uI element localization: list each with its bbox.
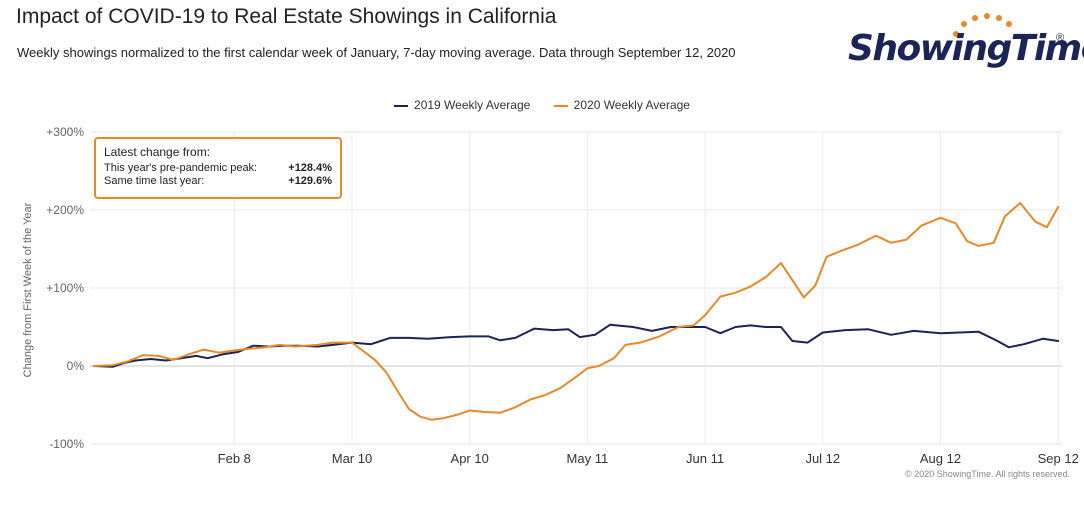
y-tick-label: +100% bbox=[46, 281, 84, 295]
legend-item-2020[interactable]: 2020 Weekly Average bbox=[553, 98, 690, 112]
latest-change-box: Latest change from: This year's pre-pand… bbox=[94, 137, 342, 199]
x-tick-label: Sep 12 bbox=[1038, 451, 1079, 466]
x-tick-label: Feb 8 bbox=[218, 451, 251, 466]
latest-change-row: This year's pre-pandemic peak: +128.4% bbox=[104, 162, 332, 175]
page-subtitle: Weekly showings normalized to the first … bbox=[17, 45, 736, 60]
logo-arc-dots-icon bbox=[953, 13, 1012, 37]
series-line-2019 bbox=[92, 323, 1060, 368]
y-tick-label: +200% bbox=[46, 203, 84, 217]
y-tick-label: 0% bbox=[67, 359, 85, 373]
last-year-value: +129.6% bbox=[288, 175, 332, 187]
showingtime-logo: ShowingTime ® bbox=[848, 12, 1084, 74]
legend-item-2019[interactable]: 2019 Weekly Average bbox=[394, 98, 530, 112]
series-line-2020 bbox=[92, 202, 1060, 421]
legend-label-2020: 2020 Weekly Average bbox=[573, 98, 690, 112]
x-tick-label: May 11 bbox=[567, 451, 609, 466]
chart-legend: 2019 Weekly Average 2020 Weekly Average bbox=[0, 98, 1084, 112]
legend-swatch-2020 bbox=[553, 104, 568, 107]
x-tick-label: Mar 10 bbox=[332, 451, 372, 466]
copyright-notice: © 2020 ShowingTime. All rights reserved. bbox=[905, 469, 1070, 479]
legend-swatch-2019 bbox=[394, 104, 409, 107]
page-title: Impact of COVID-19 to Real Estate Showin… bbox=[16, 5, 557, 28]
last-year-label: Same time last year: bbox=[104, 175, 205, 187]
latest-change-heading: Latest change from: bbox=[104, 145, 211, 159]
latest-change-row: Same time last year: +129.6% bbox=[104, 175, 332, 188]
logo-wordmark: ShowingTime bbox=[848, 28, 1084, 69]
y-tick-label: +300% bbox=[46, 125, 84, 139]
x-tick-label: Aug 12 bbox=[920, 451, 961, 466]
logo-registered-mark: ® bbox=[1056, 32, 1065, 44]
y-tick-label: -100% bbox=[49, 437, 84, 451]
x-tick-label: Jun 11 bbox=[686, 451, 724, 466]
x-tick-label: Apr 10 bbox=[451, 451, 489, 466]
peak-label: This year's pre-pandemic peak: bbox=[104, 162, 258, 174]
x-tick-label: Jul 12 bbox=[805, 451, 840, 466]
legend-label-2019: 2019 Weekly Average bbox=[414, 98, 531, 112]
peak-value: +128.4% bbox=[288, 162, 332, 174]
